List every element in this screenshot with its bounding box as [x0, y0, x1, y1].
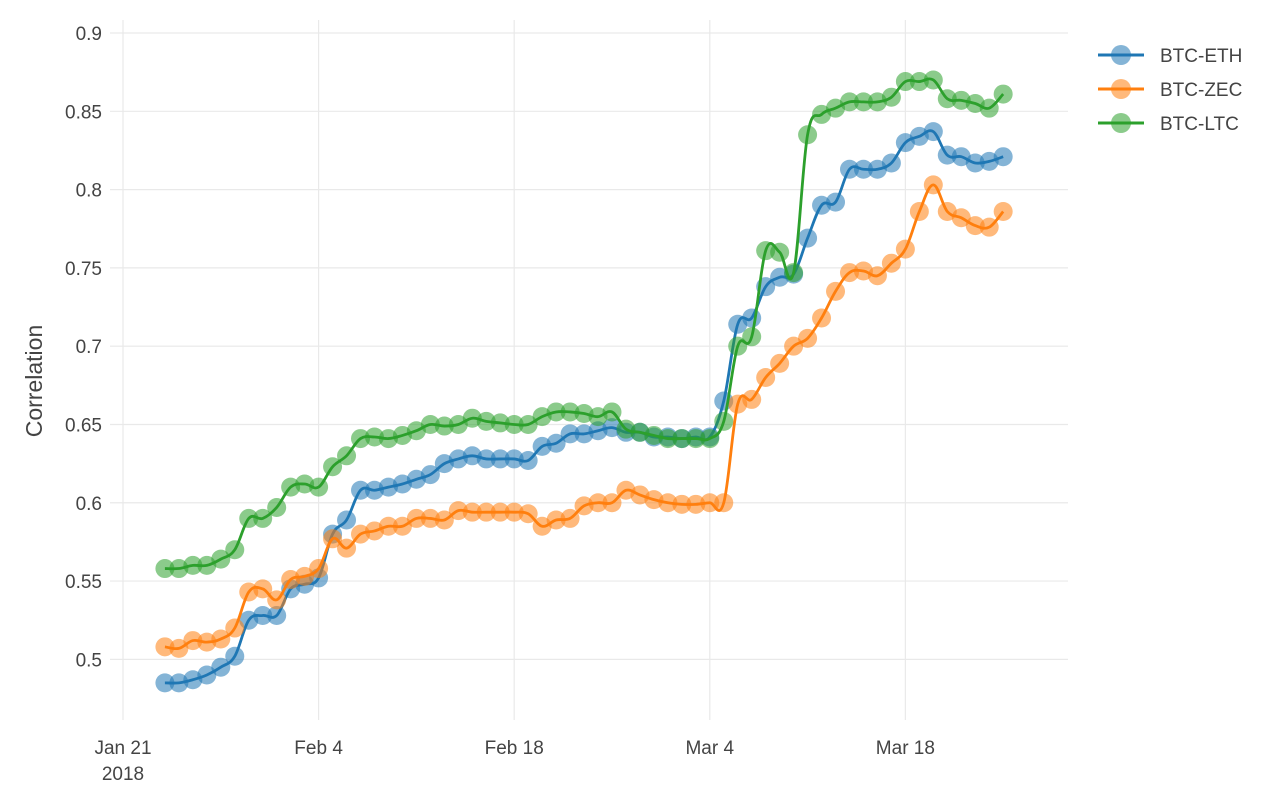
x-tick-label: Jan 21 [94, 738, 151, 759]
legend-label: BTC-ETH [1160, 46, 1242, 67]
x-tick-sublabel: 2018 [102, 764, 144, 785]
y-tick-label: 0.85 [65, 102, 102, 123]
legend-item-btc-eth[interactable]: BTC-ETH [1098, 45, 1242, 67]
data-point[interactable] [993, 147, 1013, 167]
legend: BTC-ETH BTC-ZEC BTC-LTC [1098, 45, 1242, 135]
y-tick-label: 0.7 [76, 337, 102, 358]
series-btc-zec [155, 175, 1013, 658]
legend-marker [1111, 45, 1131, 65]
y-axis: 0.5 0.55 0.6 0.65 0.7 0.75 0.8 0.85 0.9 [65, 24, 102, 671]
y-tick-label: 0.65 [65, 415, 102, 436]
x-tick-label: Feb 18 [485, 738, 544, 759]
y-gridlines [110, 32, 1068, 660]
x-tick-label: Feb 4 [294, 738, 343, 759]
x-tick-label: Mar 18 [876, 738, 935, 759]
y-tick-label: 0.9 [76, 24, 102, 45]
legend-item-btc-zec[interactable]: BTC-ZEC [1098, 79, 1242, 101]
legend-marker [1111, 79, 1131, 99]
series-btc-ltc [155, 70, 1013, 579]
legend-label: BTC-ZEC [1160, 80, 1242, 101]
legend-label: BTC-LTC [1160, 114, 1239, 135]
x-axis: Jan 21 2018 Feb 4 Feb 18 Mar 4 Mar 18 [94, 738, 934, 785]
series-layer [155, 70, 1013, 693]
y-tick-label: 0.6 [76, 494, 102, 515]
series-line [164, 77, 1005, 571]
y-axis-title: Correlation [21, 325, 47, 438]
y-tick-label: 0.55 [65, 572, 102, 593]
y-tick-label: 0.8 [76, 181, 102, 202]
x-tick-label: Mar 4 [685, 738, 734, 759]
legend-item-btc-ltc[interactable]: BTC-LTC [1098, 113, 1239, 135]
legend-marker [1111, 113, 1131, 133]
y-tick-label: 0.75 [65, 259, 102, 280]
y-tick-label: 0.5 [76, 650, 102, 671]
series-line [164, 183, 1005, 651]
